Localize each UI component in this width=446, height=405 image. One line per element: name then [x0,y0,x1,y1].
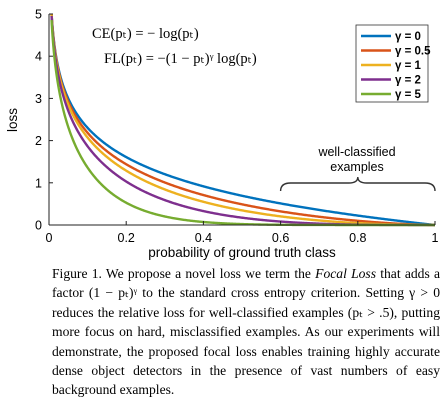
legend-box [355,24,429,103]
y-tick-label: 1 [35,176,42,190]
legend-label-0: γ = 0 [395,31,421,43]
x-tick-label: 1 [432,231,439,245]
y-tick-label: 0 [35,219,42,233]
x-tick-label: 0.2 [118,231,135,245]
figure-caption: Figure 1. We propose a novel loss we ter… [52,264,440,400]
legend: γ = 0 γ = 0.5 γ = 1 γ = 2 γ = 5 [355,24,431,103]
x-tick-label: 0.4 [195,231,212,245]
well-classified-label-line2: examples [330,160,384,174]
caption-label: Figure 1. [52,266,102,281]
legend-label-2: γ = 1 [395,60,422,72]
caption-emphasis: Focal Loss [315,266,377,281]
series-line-0 [50,13,436,227]
y-tick-label: 5 [35,8,42,22]
caption-text-2: that adds a factor (1 − pₜ)ᵞ to the stan… [52,266,440,398]
formula-ce: CE(pₜ) = − log(pₜ) [92,26,199,42]
legend-label-3: γ = 2 [395,75,421,87]
series-curves [50,13,436,227]
x-tick-label: 0.8 [349,231,366,245]
x-tick-label: 0.6 [272,231,289,245]
x-tick-label: 0 [46,231,53,245]
y-tick-label: 3 [35,92,42,106]
axes: 0 0.2 0.4 0.6 0.8 1 0 1 2 3 4 5 [35,8,438,246]
well-classified-annotation: well-classified examples [279,145,436,192]
formula-fl: FL(pₜ) = −(1 − pₜ)ᵞ log(pₜ) [104,51,257,67]
well-classified-label-line1: well-classified [317,145,395,159]
series-line-1 [50,13,436,227]
legend-label-4: γ = 5 [395,89,422,101]
y-tick-label: 2 [35,134,42,148]
well-classified-bracket [279,176,436,192]
x-axis-label: probability of ground truth class [148,245,336,260]
caption-text-1: We propose a novel loss we term the [105,266,311,281]
legend-label-1: γ = 0.5 [395,46,431,58]
y-axis-label: loss [5,108,20,132]
y-tick-label: 4 [35,50,42,64]
